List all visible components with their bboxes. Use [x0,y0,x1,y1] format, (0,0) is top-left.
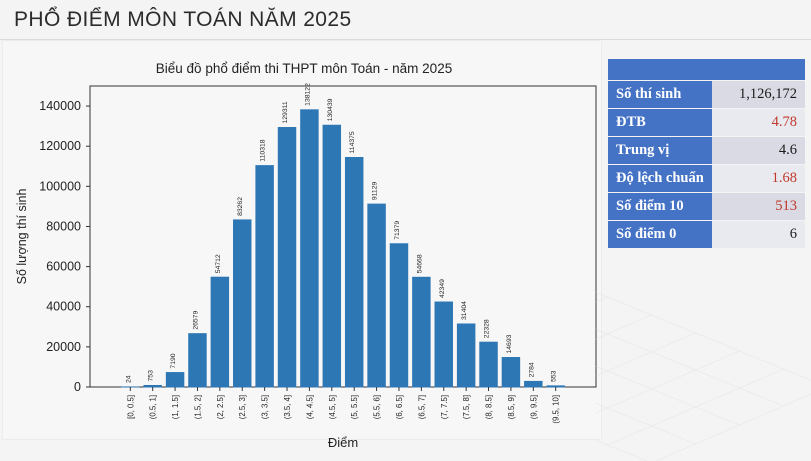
svg-text:(4.5, 5]: (4.5, 5] [328,395,337,419]
svg-text:0: 0 [74,380,81,394]
svg-text:(3.5, 4]: (3.5, 4] [283,395,292,419]
svg-text:(8.5, 9]: (8.5, 9] [507,395,516,419]
svg-text:753: 753 [148,370,155,382]
svg-text:Số lượng thí sinh: Số lượng thí sinh [15,189,29,285]
svg-text:24: 24 [125,375,132,383]
svg-text:31404: 31404 [461,301,468,320]
svg-text:91129: 91129 [372,182,379,201]
svg-text:(1.5, 2]: (1.5, 2] [193,395,202,419]
svg-text:54712: 54712 [215,254,222,273]
svg-text:54668: 54668 [416,254,423,273]
svg-text:(7, 7.5]: (7, 7.5] [440,395,449,419]
svg-text:71379: 71379 [394,221,401,240]
svg-text:22328: 22328 [484,319,491,338]
svg-text:(7.5, 8]: (7.5, 8] [462,395,471,419]
svg-text:40000: 40000 [46,300,81,314]
svg-text:(0.5, 1]: (0.5, 1] [149,395,158,419]
svg-text:138122: 138122 [304,83,311,106]
svg-text:42349: 42349 [439,279,446,298]
svg-text:2784: 2784 [528,362,535,377]
svg-text:20000: 20000 [46,340,81,354]
svg-text:(3, 3.5]: (3, 3.5] [261,395,270,419]
svg-text:Điểm: Điểm [328,435,358,450]
svg-text:120000: 120000 [39,139,81,153]
svg-text:(2, 2.5]: (2, 2.5] [216,395,225,419]
svg-text:553: 553 [551,370,558,382]
svg-text:130439: 130439 [327,98,334,121]
svg-text:100000: 100000 [39,179,81,193]
svg-text:(1, 1.5]: (1, 1.5] [171,395,180,419]
svg-text:114375: 114375 [349,131,356,153]
svg-text:26579: 26579 [192,311,199,330]
svg-text:110318: 110318 [260,139,267,161]
svg-text:140000: 140000 [39,99,81,113]
svg-text:(5, 5.5]: (5, 5.5] [350,395,359,419]
svg-text:129311: 129311 [282,101,289,123]
svg-text:60000: 60000 [46,260,81,274]
svg-text:(2.5, 3]: (2.5, 3] [238,395,247,419]
svg-text:7190: 7190 [170,353,177,368]
svg-text:80000: 80000 [46,219,81,233]
svg-text:83262: 83262 [237,197,244,216]
svg-text:(6.5, 7]: (6.5, 7] [417,395,426,419]
svg-text:(9.5, 10]: (9.5, 10] [552,395,561,424]
svg-text:(5.5, 6]: (5.5, 6] [373,395,382,419]
svg-text:(8, 8.5]: (8, 8.5] [485,395,494,419]
svg-text:(4, 4.5]: (4, 4.5] [305,395,314,419]
svg-text:(9, 9.5]: (9, 9.5] [529,395,538,419]
svg-text:[0, 0.5]: [0, 0.5] [126,395,135,419]
svg-text:14693: 14693 [506,334,513,353]
svg-text:(6, 6.5]: (6, 6.5] [395,395,404,419]
